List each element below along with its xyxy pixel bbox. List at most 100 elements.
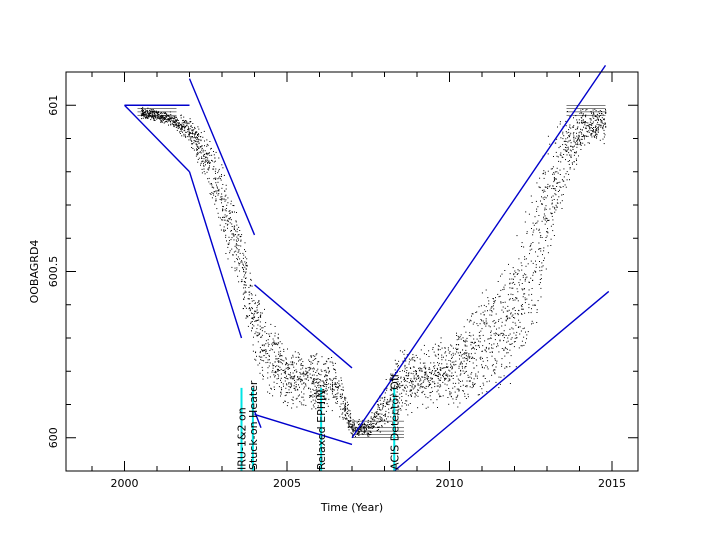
data-point — [570, 150, 572, 152]
data-point — [357, 430, 359, 432]
data-point — [181, 135, 183, 137]
data-point — [367, 432, 369, 434]
data-point — [192, 133, 193, 135]
data-point — [259, 356, 261, 358]
data-point — [573, 137, 575, 139]
data-point — [369, 423, 371, 425]
data-point — [512, 281, 514, 283]
data-point — [331, 388, 333, 390]
data-point — [538, 284, 540, 285]
data-point — [458, 379, 460, 381]
data-point — [511, 327, 513, 329]
data-point — [254, 316, 256, 318]
data-point — [460, 334, 462, 336]
data-point — [206, 152, 208, 154]
data-point — [293, 385, 295, 387]
data-point — [198, 147, 200, 149]
data-point — [158, 112, 160, 114]
data-point — [325, 369, 327, 371]
data-point — [228, 210, 230, 212]
data-point — [229, 212, 231, 214]
data-point — [533, 229, 535, 231]
data-point — [184, 127, 186, 129]
data-point — [522, 274, 524, 276]
data-point — [398, 406, 400, 408]
data-point — [165, 118, 167, 120]
data-point — [303, 404, 305, 406]
data-point — [527, 331, 529, 333]
data-point — [553, 235, 555, 236]
data-point — [235, 220, 237, 222]
data-point — [411, 389, 412, 391]
data-point — [493, 308, 495, 310]
data-point — [382, 405, 384, 407]
data-point — [577, 142, 579, 144]
data-point — [230, 200, 232, 202]
data-point — [469, 386, 471, 388]
data-point — [372, 425, 374, 427]
data-point — [213, 191, 215, 193]
data-point — [580, 132, 582, 134]
data-point — [432, 348, 434, 350]
data-point — [245, 278, 246, 279]
data-point — [410, 378, 412, 380]
data-point — [503, 340, 505, 342]
data-point — [536, 208, 538, 210]
data-point — [240, 261, 242, 263]
data-point — [580, 109, 582, 111]
data-point — [208, 169, 210, 171]
data-point — [239, 258, 241, 260]
data-point — [157, 111, 159, 113]
data-point — [264, 308, 265, 310]
data-point — [248, 291, 250, 293]
data-point — [544, 215, 546, 217]
data-point — [445, 359, 447, 361]
data-point — [330, 388, 331, 390]
data-point — [463, 353, 465, 355]
data-point — [321, 370, 323, 372]
data-point — [233, 234, 235, 236]
data-point — [244, 242, 246, 244]
data-point — [493, 369, 495, 371]
data-point — [313, 381, 315, 383]
data-point — [481, 367, 483, 369]
data-point — [149, 111, 151, 113]
data-point — [325, 360, 327, 362]
data-point — [459, 363, 461, 365]
data-point — [456, 375, 458, 377]
data-point — [328, 372, 330, 374]
data-point — [334, 383, 336, 385]
data-point — [290, 391, 292, 393]
data-point — [301, 373, 303, 375]
data-point — [465, 385, 466, 387]
data-point — [360, 429, 362, 431]
data-point — [323, 382, 325, 384]
data-point — [171, 118, 173, 119]
data-point — [516, 337, 518, 339]
data-point — [194, 135, 196, 137]
data-point — [275, 371, 277, 373]
data-point — [349, 420, 351, 422]
data-point — [506, 316, 508, 317]
data-point — [325, 380, 327, 381]
data-point — [225, 253, 227, 254]
data-point — [170, 124, 172, 126]
data-point — [180, 128, 182, 130]
data-point — [286, 363, 288, 365]
data-point — [583, 121, 585, 123]
data-point — [290, 364, 292, 366]
data-point — [485, 318, 487, 320]
data-point — [215, 151, 217, 153]
data-point — [157, 115, 159, 117]
data-point — [390, 397, 391, 399]
fit-line-7 — [253, 410, 262, 429]
data-point — [603, 129, 605, 131]
data-point — [478, 335, 480, 337]
data-point — [169, 114, 171, 116]
data-point — [284, 380, 286, 382]
data-point — [596, 113, 598, 115]
data-point — [490, 331, 492, 333]
data-point — [206, 153, 207, 155]
data-point — [453, 361, 455, 363]
